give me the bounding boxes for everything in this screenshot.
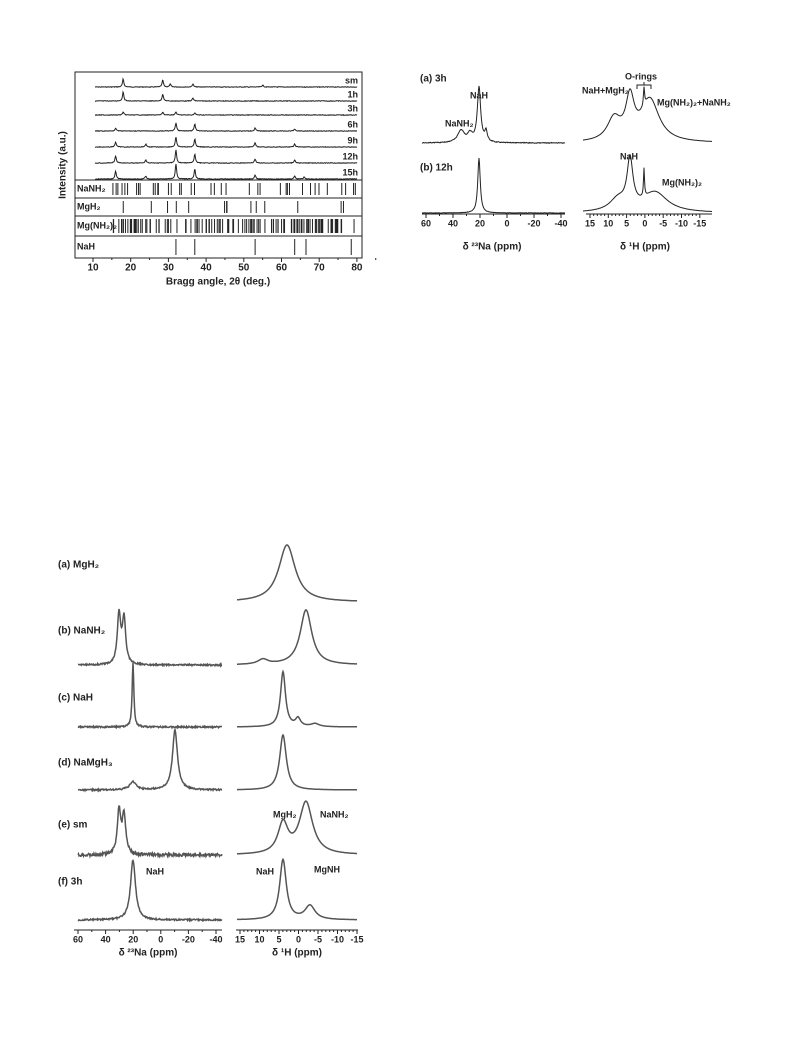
panel-label: (e) sm <box>58 820 88 831</box>
x-axis-label: δ ²³Na (ppm) <box>119 948 178 959</box>
reference-label: Mg(NH₂)₂ <box>77 220 117 230</box>
tick-label: -20 <box>527 218 540 228</box>
spectrum <box>77 608 223 668</box>
tick-label: -5 <box>314 934 322 944</box>
spectrum <box>421 85 566 144</box>
tick-label: 80 <box>351 263 363 274</box>
annotation: MgNH <box>314 864 340 874</box>
spectrum <box>77 662 223 730</box>
x-axis-label: Bragg angle, 2θ (deg.) <box>166 277 270 288</box>
spectrum <box>94 136 358 149</box>
tick-label: 15 <box>585 218 595 228</box>
tick-label: 10 <box>87 263 99 274</box>
annotation: NaNH₂ <box>320 809 349 819</box>
sample-label: 3h <box>347 103 358 113</box>
spectrum <box>95 111 358 117</box>
tick-label: 40 <box>101 934 111 944</box>
panel-label: (f) 3h <box>58 877 82 888</box>
sample-label: 12h <box>342 151 358 161</box>
panel-label: (c) NaH <box>58 693 93 704</box>
annotation: Mg(NH₂)₂+NaNH₂ <box>657 97 731 107</box>
spectrum <box>94 163 357 181</box>
y-axis-label: Intensity (a.u.) <box>58 131 69 199</box>
tick-label: -40 <box>554 218 567 228</box>
spectrum <box>94 90 358 103</box>
tick-label: -15 <box>693 218 706 228</box>
spectrum <box>95 77 358 89</box>
spectrum <box>421 157 565 214</box>
annotation: NaH+MgH₂ <box>582 85 629 95</box>
tick-label: 30 <box>163 263 175 274</box>
spectrum <box>94 149 358 164</box>
tick-label: -40 <box>209 934 222 944</box>
sample-label: sm <box>345 75 358 85</box>
spectrum <box>236 857 357 921</box>
sample-label: 1h <box>347 89 358 99</box>
spectrum <box>77 726 223 793</box>
spectrum <box>77 859 223 923</box>
spectrum <box>237 609 358 665</box>
tick-label: 40 <box>448 218 458 228</box>
spectrum <box>237 800 358 855</box>
tick-label: 60 <box>73 934 83 944</box>
bracket <box>636 82 652 89</box>
sample-label: 6h <box>347 119 358 129</box>
xrd-frame <box>74 71 363 259</box>
tick-label: 20 <box>128 934 138 944</box>
panel-label: (a) 3h <box>420 74 447 85</box>
tick-label: -15 <box>350 934 363 944</box>
tick-label: -10 <box>675 218 688 228</box>
tick-label: 60 <box>276 263 288 274</box>
sample-label: 15h <box>342 167 358 177</box>
spectrum <box>582 86 712 142</box>
tick-label: 10 <box>254 934 264 944</box>
tick-label: 70 <box>314 263 326 274</box>
x-axis-label: δ ¹H (ppm) <box>272 948 322 959</box>
reference-label: NaNH₂ <box>77 183 106 193</box>
panel-label: (d) NaMgH₃ <box>58 758 113 769</box>
annotation: NaNH₂ <box>445 118 474 128</box>
tick-label: -5 <box>659 218 667 228</box>
annotation: NaH <box>256 866 274 876</box>
annotation: MgH₂ <box>273 809 297 819</box>
spectrum <box>95 122 357 132</box>
reference-label: MgH₂ <box>77 201 101 211</box>
tick-label: 15 <box>235 934 245 944</box>
reference-label: NaH <box>77 241 95 251</box>
tick-label: 50 <box>238 263 250 274</box>
x-axis-label: δ ²³Na (ppm) <box>463 242 522 253</box>
spectrum <box>583 153 712 212</box>
x-axis-label: δ ¹H (ppm) <box>620 242 670 253</box>
panel-label: (a) MgH₂ <box>58 560 99 571</box>
annotation: NaH <box>470 90 488 100</box>
tick-label: 5 <box>276 934 281 944</box>
tick-label: 0 <box>642 218 647 228</box>
tick-label: 20 <box>475 218 485 228</box>
sample-label: 9h <box>347 135 358 145</box>
spectrum <box>237 733 357 791</box>
spectrum <box>77 804 223 859</box>
tick-label: 60 <box>421 218 431 228</box>
spectrum <box>237 544 358 602</box>
panel-label: (b) 12h <box>420 163 453 174</box>
tick-label: 5 <box>624 218 629 228</box>
tick-label: 0 <box>504 218 509 228</box>
tick-label: 10 <box>603 218 613 228</box>
tick-label: 0 <box>296 934 301 944</box>
annotation: O-rings <box>625 71 657 81</box>
annotation: NaH <box>146 866 164 876</box>
tick-label: 20 <box>125 263 137 274</box>
tick-label: 0 <box>158 934 163 944</box>
annotation: Mg(NH₂)₂ <box>662 177 702 187</box>
tick-label: -20 <box>182 934 195 944</box>
panel-label: (b) NaNH₂ <box>58 626 105 637</box>
tick-label: 40 <box>201 263 213 274</box>
tick-label: -10 <box>331 934 344 944</box>
spectrum <box>237 669 357 728</box>
